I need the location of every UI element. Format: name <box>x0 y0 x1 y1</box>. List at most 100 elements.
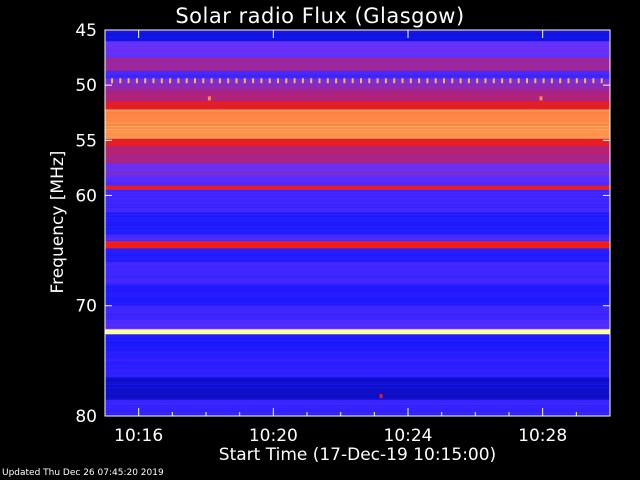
interference-dot <box>409 78 412 84</box>
texture-row <box>105 273 610 274</box>
texture-row <box>105 171 610 172</box>
texture-row <box>105 276 610 277</box>
y-tick-label: 70 <box>75 297 97 317</box>
x-tick-label: 10:20 <box>249 426 298 446</box>
texture-row <box>105 246 610 247</box>
x-tick-label: 10:24 <box>384 426 433 446</box>
interference-dot <box>144 78 147 84</box>
texture-row <box>105 126 610 127</box>
texture-row <box>105 172 610 174</box>
texture-row <box>105 154 610 156</box>
interference-dot <box>335 78 338 84</box>
texture-row <box>105 270 610 271</box>
texture-row <box>105 255 610 256</box>
texture-row <box>105 147 610 148</box>
texture-row <box>105 123 610 124</box>
texture-row <box>105 93 610 94</box>
texture-row <box>105 75 610 76</box>
interference-dot <box>592 78 595 84</box>
x-tick-label: 10:28 <box>518 426 567 446</box>
texture-row <box>105 238 610 240</box>
texture-row <box>105 244 610 246</box>
texture-row <box>105 217 610 219</box>
interference-dot <box>451 78 454 84</box>
texture-row <box>105 78 610 79</box>
interference-dot <box>235 78 238 84</box>
texture-row <box>105 375 610 376</box>
texture-row <box>105 337 610 339</box>
texture-row <box>105 289 610 291</box>
texture-row <box>105 229 610 231</box>
texture-row <box>105 48 610 49</box>
texture-row <box>105 252 610 253</box>
interference-dot <box>185 78 188 84</box>
texture-row <box>105 33 610 34</box>
texture-row <box>105 298 610 300</box>
interference-dot <box>260 78 263 84</box>
texture-row <box>105 306 610 307</box>
texture-row <box>105 106 610 108</box>
texture-row <box>105 328 610 330</box>
texture-row <box>105 381 610 382</box>
texture-row <box>105 121 610 123</box>
frequency-band <box>105 30 610 42</box>
texture-row <box>105 414 610 415</box>
texture-row <box>105 130 610 132</box>
interference-dot <box>476 78 479 84</box>
texture-row <box>105 282 610 283</box>
texture-row <box>105 61 610 63</box>
texture-row <box>105 265 610 267</box>
texture-row <box>105 63 610 64</box>
texture-row <box>105 31 610 33</box>
texture-row <box>105 159 610 160</box>
texture-row <box>105 294 610 295</box>
interference-dot <box>459 78 462 84</box>
texture-row <box>105 103 610 105</box>
texture-row <box>105 231 610 232</box>
texture-row <box>105 42 610 43</box>
texture-row <box>105 411 610 412</box>
y-tick-label: 55 <box>75 131 97 151</box>
texture-row <box>105 199 610 201</box>
texture-row <box>105 334 610 336</box>
interference-dot <box>310 78 313 84</box>
interference-dot <box>285 78 288 84</box>
texture-row <box>105 64 610 66</box>
interference-dot <box>194 78 196 84</box>
interference-dot <box>434 78 437 84</box>
texture-row <box>105 379 610 381</box>
texture-row <box>105 79 610 81</box>
x-axis-label: Start Time (17-Dec-19 10:15:00) <box>218 445 497 465</box>
texture-row <box>105 285 610 286</box>
texture-row <box>105 327 610 328</box>
texture-row <box>105 225 610 226</box>
texture-row <box>105 115 610 117</box>
interference-dot <box>318 78 321 84</box>
texture-row <box>105 313 610 315</box>
texture-row <box>105 396 610 397</box>
texture-row <box>105 274 610 276</box>
updated-timestamp: Updated Thu Dec 26 07:45:20 2019 <box>2 468 164 478</box>
texture-row <box>105 316 610 318</box>
texture-row <box>105 66 610 67</box>
texture-row <box>105 81 610 82</box>
texture-row <box>105 58 610 60</box>
interference-dot <box>127 78 130 84</box>
interference-dot <box>268 78 271 84</box>
interference-dot <box>351 78 354 84</box>
texture-row <box>105 108 610 109</box>
texture-row <box>105 256 610 258</box>
interference-dots <box>111 78 603 84</box>
texture-row <box>105 150 610 151</box>
texture-row <box>105 339 610 340</box>
y-axis: 45 50 55 60 70 80 <box>75 21 610 427</box>
interference-dot <box>526 78 528 84</box>
texture-row <box>105 72 610 73</box>
texture-row <box>105 342 610 343</box>
texture-row <box>105 186 610 187</box>
texture-row <box>105 352 610 354</box>
texture-row <box>105 46 610 48</box>
interference-dot <box>567 78 570 84</box>
texture-row <box>105 321 610 322</box>
texture-row <box>105 69 610 70</box>
